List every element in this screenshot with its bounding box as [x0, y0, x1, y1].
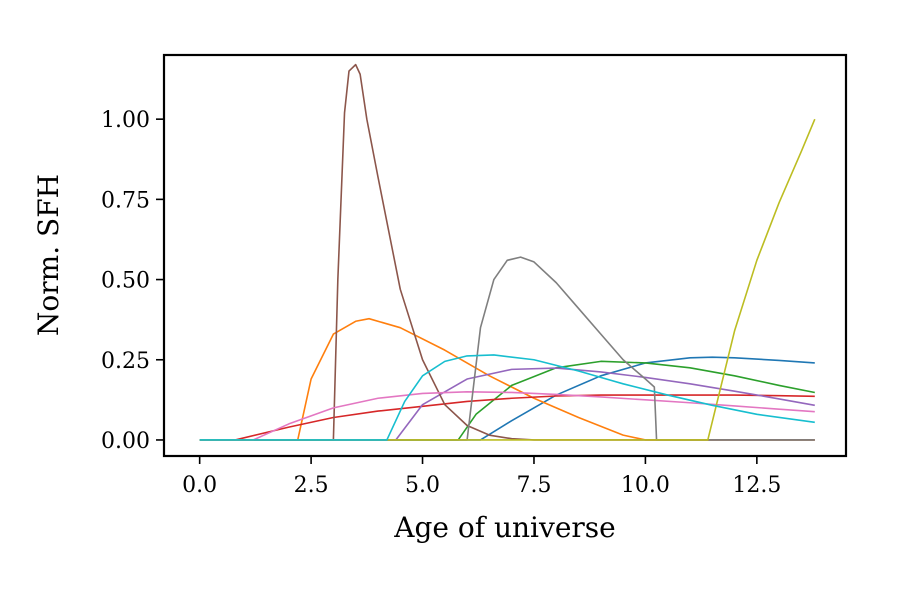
- series-layer: [199, 63, 816, 441]
- series-line-4: [199, 394, 815, 441]
- series-line-2: [199, 317, 815, 441]
- y-tick-label: 1.00: [101, 108, 150, 133]
- series-line-7: [199, 391, 815, 441]
- x-tick-label: 2.5: [294, 473, 329, 498]
- x-axis: 0.0 2.5 5.0 7.5 10.0 12.5: [182, 456, 781, 498]
- y-tick-label: 0.75: [101, 188, 150, 213]
- y-axis: 0.00 0.25 0.50 0.75 1.00: [101, 108, 164, 454]
- series-line-8: [199, 256, 815, 441]
- series-line-5: [199, 367, 815, 441]
- series-line-9: [199, 118, 816, 441]
- series-line-3: [199, 360, 815, 441]
- y-axis-label: Norm. SFH: [32, 174, 65, 336]
- plot-frame: [162, 53, 848, 458]
- y-tick-label: 0.00: [101, 429, 150, 454]
- x-tick-label: 7.5: [516, 473, 551, 498]
- x-axis-label: Age of universe: [393, 511, 615, 544]
- x-tick-label: 12.5: [732, 473, 781, 498]
- x-tick-label: 5.0: [405, 473, 440, 498]
- series-line-6: [199, 63, 815, 441]
- series-line-10: [199, 354, 815, 441]
- y-tick-label: 0.50: [101, 269, 150, 294]
- x-tick-label: 10.0: [621, 473, 670, 498]
- x-tick-label: 0.0: [182, 473, 217, 498]
- y-tick-label: 0.25: [101, 349, 150, 374]
